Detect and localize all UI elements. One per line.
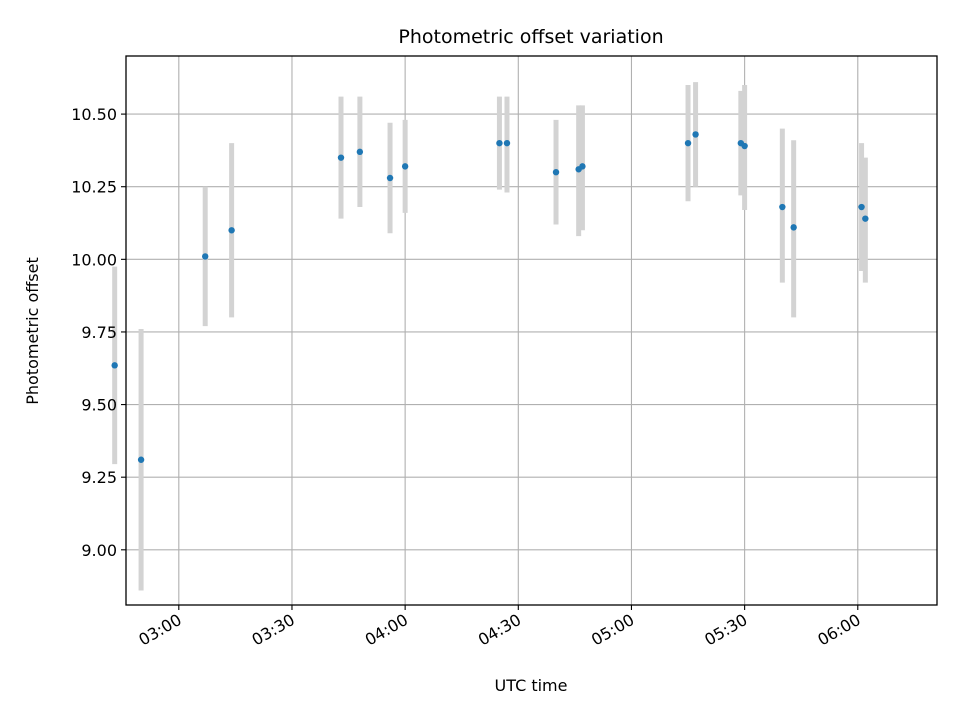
data-point bbox=[552, 168, 560, 176]
data-point bbox=[684, 139, 692, 147]
data-point bbox=[356, 148, 364, 156]
x-axis-title: UTC time bbox=[495, 676, 568, 695]
y-tick-label: 9.25 bbox=[81, 468, 117, 487]
y-tick-label: 10.00 bbox=[71, 250, 117, 269]
data-point bbox=[111, 362, 118, 369]
data-point bbox=[386, 174, 394, 182]
y-tick-label: 10.50 bbox=[71, 105, 117, 124]
data-point bbox=[401, 163, 409, 170]
data-point bbox=[337, 154, 345, 161]
y-tick-label: 10.25 bbox=[71, 178, 117, 197]
data-point bbox=[692, 131, 699, 138]
y-axis-title: Photometric offset bbox=[23, 257, 42, 405]
data-points bbox=[111, 131, 869, 463]
y-tick-label: 9.75 bbox=[81, 323, 117, 342]
data-point bbox=[137, 456, 145, 463]
data-point bbox=[779, 203, 786, 211]
data-point bbox=[496, 139, 503, 147]
data-point bbox=[858, 203, 865, 211]
data-point bbox=[862, 215, 869, 222]
data-point bbox=[790, 224, 797, 231]
data-point bbox=[741, 142, 748, 150]
plot-frame bbox=[125, 55, 938, 606]
data-point bbox=[228, 227, 235, 234]
y-tick-label: 9.00 bbox=[81, 541, 117, 560]
data-point bbox=[579, 163, 586, 170]
data-point bbox=[202, 253, 209, 260]
chart-title: Photometric offset variation bbox=[398, 26, 663, 48]
data-point bbox=[503, 139, 511, 147]
y-tick-label: 9.50 bbox=[81, 396, 117, 415]
